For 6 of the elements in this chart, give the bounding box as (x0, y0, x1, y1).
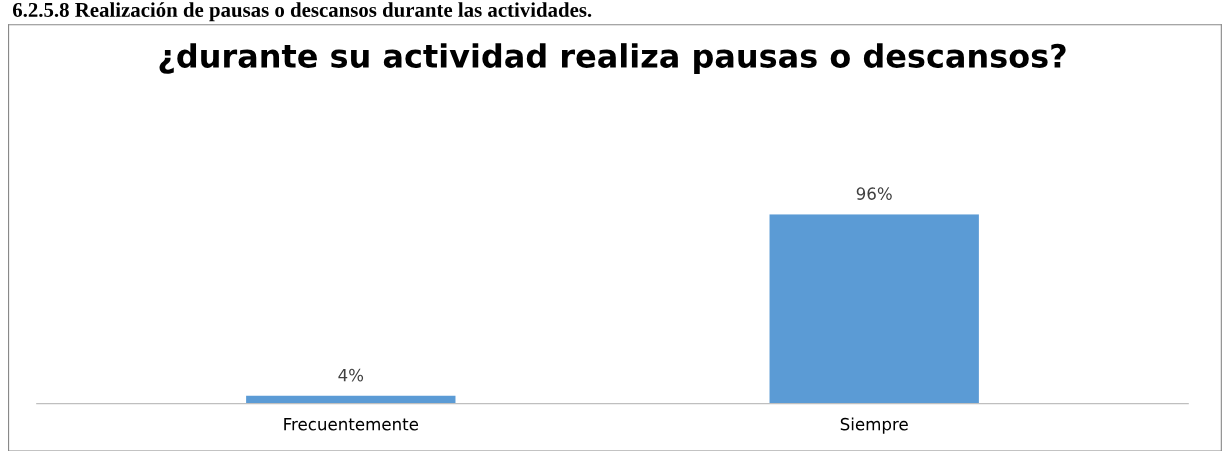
text: 6.2.5.8 Realización de pausas o descansos durante las actividades. (12, 2, 592, 22)
data-label: 4% (338, 368, 364, 382)
chart-title: ¿durante su actividad realiza pausas o descansos? (159, 43, 1066, 75)
data-label: 96% (856, 187, 892, 200)
x-tick-label: Frecuentemente (284, 418, 419, 431)
x-tick-label: Siempre (840, 417, 908, 434)
